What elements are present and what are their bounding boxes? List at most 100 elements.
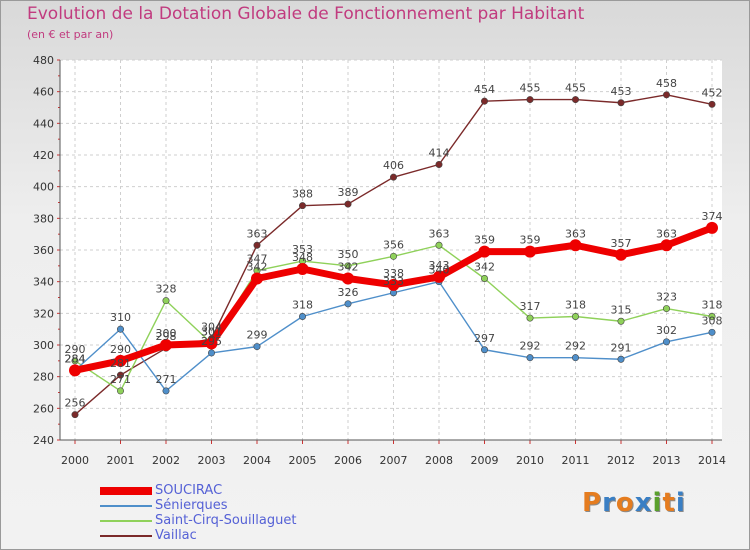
data-point-vaillac [435, 161, 443, 169]
data-point-soucirac [342, 272, 354, 285]
data-label-soucirac: 348 [292, 251, 313, 264]
data-label-saint-cirq-souillaguet: 350 [338, 248, 359, 261]
x-tick-label: 2005 [289, 454, 317, 467]
data-label-saint-cirq-souillaguet: 318 [702, 299, 723, 312]
data-label-vaillac: 458 [656, 77, 677, 90]
data-label-vaillac: 414 [429, 147, 450, 160]
y-tick-label: 460 [33, 86, 54, 99]
data-label-vaillac: 452 [702, 86, 723, 99]
data-label-saint-cirq-souillaguet: 347 [247, 253, 268, 266]
data-point-vaillac [253, 241, 261, 249]
data-point-soucirac [433, 270, 445, 283]
y-tick-label: 260 [33, 402, 54, 415]
x-tick-label: 2008 [425, 454, 453, 467]
data-label-saint-cirq-souillaguet: 315 [611, 303, 632, 316]
data-label-soucirac: 301 [201, 325, 222, 338]
data-point-senierques [117, 325, 125, 333]
data-point-saint-cirq-souillaguet [344, 262, 352, 270]
data-point-vaillac [117, 371, 125, 379]
data-label-senierques: 284 [65, 352, 86, 365]
data-label-soucirac: 300 [156, 327, 177, 340]
data-label-saint-cirq-souillaguet: 317 [520, 300, 541, 313]
data-label-senierques: 326 [338, 286, 359, 299]
data-label-saint-cirq-souillaguet: 271 [110, 373, 131, 386]
data-label-senierques: 292 [520, 340, 541, 353]
data-label-soucirac: 359 [474, 234, 495, 247]
x-tick-label: 2007 [380, 454, 408, 467]
legend-swatch [100, 535, 152, 537]
legend-label: Vaillac [155, 528, 197, 543]
series-points [69, 91, 718, 419]
data-label-vaillac: 389 [338, 186, 359, 199]
data-label-vaillac: 388 [292, 188, 313, 201]
y-tick-label: 400 [33, 181, 54, 194]
data-label-saint-cirq-souillaguet: 290 [65, 343, 86, 356]
y-tick-label: 360 [33, 244, 54, 257]
data-label-soucirac: 357 [611, 237, 632, 250]
data-point-soucirac [160, 339, 172, 351]
data-label-senierques: 271 [156, 373, 177, 386]
data-point-saint-cirq-souillaguet [162, 297, 170, 305]
data-point-vaillac [617, 99, 625, 107]
data-point-soucirac [296, 263, 309, 275]
data-labels: 256 281 298 304 363 388 389 406 414 454 455 455 453 4… [65, 77, 723, 410]
data-label-vaillac: 455 [520, 82, 541, 95]
data-point-vaillac [662, 91, 670, 99]
data-point-saint-cirq-souillaguet [708, 312, 716, 320]
x-tick-label: 2006 [334, 454, 362, 467]
proxiti-logo: Proxiti [582, 488, 686, 518]
data-label-senierques: 308 [702, 314, 723, 327]
legend-swatch [100, 520, 152, 522]
legend-item: SOUCIRAC [100, 483, 400, 500]
data-label-vaillac: 256 [65, 397, 86, 410]
data-label-senierques: 340 [429, 264, 450, 277]
data-point-saint-cirq-souillaguet [71, 357, 79, 365]
y-tick-label: 380 [33, 212, 54, 225]
data-point-soucirac [706, 221, 718, 234]
data-label-soucirac: 359 [520, 234, 541, 247]
data-point-senierques [208, 349, 216, 357]
data-label-soucirac: 290 [110, 343, 131, 356]
data-point-vaillac [526, 96, 534, 104]
data-label-soucirac: 338 [383, 267, 404, 280]
data-point-soucirac [114, 354, 127, 367]
y-tick-label: 240 [33, 434, 54, 447]
data-label-soucirac: 284 [65, 352, 86, 365]
data-point-soucirac [569, 239, 582, 252]
data-label-saint-cirq-souillaguet: 342 [474, 261, 495, 274]
data-point-senierques [571, 354, 579, 362]
data-point-senierques [617, 355, 625, 363]
data-label-senierques: 318 [292, 299, 313, 312]
legend-label: Saint-Cirq-Souillaguet [155, 513, 297, 528]
data-point-saint-cirq-souillaguet [389, 252, 397, 260]
data-label-saint-cirq-souillaguet: 301 [201, 325, 222, 338]
data-label-vaillac: 453 [611, 85, 632, 98]
data-point-saint-cirq-souillaguet [571, 312, 579, 320]
x-tick-label: 2010 [516, 454, 544, 467]
data-point-saint-cirq-souillaguet [662, 305, 670, 313]
data-point-senierques [253, 343, 261, 351]
y-tick-label: 440 [33, 117, 54, 130]
data-label-soucirac: 374 [702, 210, 723, 223]
data-point-soucirac [660, 239, 673, 252]
x-tick-label: 2013 [653, 454, 681, 467]
data-point-soucirac [251, 272, 263, 285]
data-point-senierques [662, 338, 670, 346]
data-point-senierques [708, 328, 716, 336]
legend-swatch [100, 487, 152, 495]
data-label-soucirac: 343 [429, 259, 450, 272]
data-label-saint-cirq-souillaguet: 323 [656, 291, 677, 304]
chart-subtitle: (en € et par an) [27, 28, 114, 41]
y-tick-label: 340 [33, 276, 54, 289]
y-tick-label: 420 [33, 149, 54, 162]
data-label-vaillac: 363 [247, 227, 268, 240]
data-label-senierques: 302 [656, 324, 677, 337]
data-label-soucirac: 363 [656, 227, 677, 240]
data-label-saint-cirq-souillaguet: 356 [383, 238, 404, 251]
x-tick-label: 2002 [152, 454, 180, 467]
legend-item: Vaillac [100, 528, 400, 545]
x-tick-label: 2001 [107, 454, 135, 467]
data-label-senierques: 297 [474, 332, 495, 345]
data-point-soucirac [524, 245, 536, 258]
